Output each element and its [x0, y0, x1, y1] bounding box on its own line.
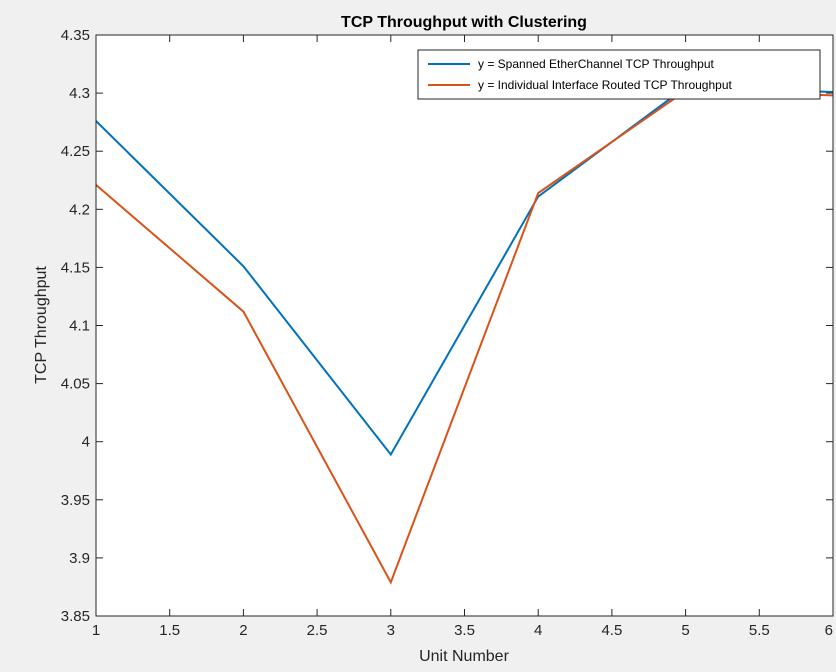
- legend-label-spanned: y = Spanned EtherChannel TCP Throughput: [478, 57, 715, 71]
- x-tick-label: 1.5: [159, 622, 180, 639]
- y-tick-label: 4.3: [69, 85, 90, 102]
- y-axis-label: TCP Throughput: [33, 266, 50, 384]
- x-tick-label: 6: [825, 622, 833, 639]
- tick-labels: 1 1.5 2 2.5 3 3.5 4 4.5 5 5.5 6 3.85 3.9 3.95 4 4.05 4.1…: [61, 27, 833, 639]
- x-tick-label: 5.5: [749, 622, 770, 639]
- x-axis-label: Unit Number: [419, 648, 509, 665]
- x-tick-label: 3.5: [454, 622, 475, 639]
- x-tick-label: 1: [92, 622, 100, 639]
- y-tick-label: 3.85: [61, 608, 90, 625]
- y-tick-label: 4.15: [61, 259, 90, 276]
- y-tick-label: 4.25: [61, 143, 90, 160]
- y-tick-label: 4.1: [69, 318, 90, 335]
- legend-label-individual: y = Individual Interface Routed TCP Thro…: [478, 78, 732, 92]
- x-tick-label: 4.5: [601, 622, 622, 639]
- x-tick-label: 5: [681, 622, 689, 639]
- y-tick-label: 4.2: [69, 201, 90, 218]
- legend: y = Spanned EtherChannel TCP Throughput …: [417, 49, 821, 100]
- y-tick-label: 4: [82, 434, 90, 451]
- x-tick-label: 2.5: [307, 622, 328, 639]
- x-tick-label: 4: [534, 622, 542, 639]
- plot-frame: [95, 34, 834, 617]
- y-tick-label: 4.05: [61, 376, 90, 393]
- y-tick-label: 3.95: [61, 492, 90, 509]
- x-tick-label: 3: [387, 622, 395, 639]
- x-tick-label: 2: [239, 622, 247, 639]
- y-tick-label: 3.9: [69, 550, 90, 567]
- y-tick-label: 4.35: [61, 27, 90, 44]
- chart-title: TCP Throughput with Clustering: [341, 14, 587, 31]
- legend-box: [417, 49, 821, 100]
